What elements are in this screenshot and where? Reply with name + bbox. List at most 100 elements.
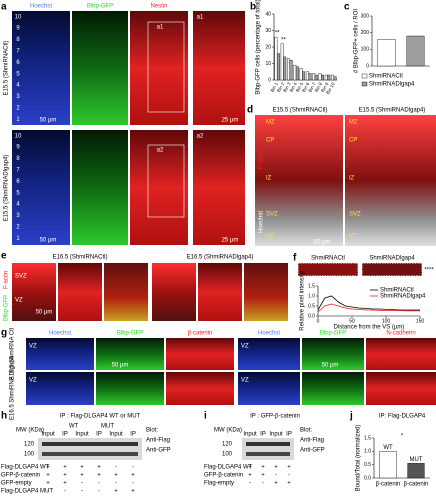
label: 7 <box>16 48 20 54</box>
bar <box>406 35 425 67</box>
label: 120 <box>222 442 233 448</box>
label: Hoechst <box>259 211 265 233</box>
label: Flag-DLGAP4 WT <box>1 465 50 471</box>
label: + <box>63 473 67 479</box>
y-tick-label: 0 <box>268 77 271 83</box>
label: 4 <box>16 83 20 89</box>
image <box>193 11 245 125</box>
label: IP : GFP-β-catenin <box>250 414 300 420</box>
label: ** <box>281 37 286 43</box>
image <box>152 263 196 321</box>
label: ShmiRNADlgap4 <box>369 82 415 88</box>
label: 9 <box>16 145 20 151</box>
label: VZ <box>29 344 37 350</box>
label: Nestin <box>150 4 167 10</box>
image <box>26 372 94 405</box>
bar <box>280 43 284 81</box>
blot-band <box>42 442 138 446</box>
inset-box <box>147 21 185 113</box>
label: g <box>1 328 7 339</box>
micrographs <box>12 11 436 460</box>
bar <box>287 58 290 81</box>
label: - <box>115 465 117 471</box>
x-tick-label: Bin 4 <box>288 81 298 93</box>
image <box>366 372 436 405</box>
label: e <box>1 251 7 262</box>
label: Anti-GFP <box>300 448 325 454</box>
label: VZ <box>241 378 249 384</box>
label: - <box>132 481 134 487</box>
label: + <box>261 465 265 471</box>
label: Blbp-GFP <box>87 4 113 10</box>
legend-swatch <box>361 81 368 87</box>
label: + <box>274 481 278 487</box>
blot-band <box>42 452 138 456</box>
label: Relative pixel intensity <box>300 271 306 330</box>
label: **** <box>424 268 434 274</box>
label: Bound/Total (normalized) <box>356 425 362 492</box>
label: F-actin <box>4 271 10 289</box>
label: + <box>80 465 84 471</box>
label: - <box>249 481 251 487</box>
bar <box>377 39 396 67</box>
label: MUT <box>410 457 423 463</box>
label: Blbp-GFP <box>4 295 10 321</box>
label: + <box>287 465 291 471</box>
image <box>255 115 343 246</box>
label: f <box>293 253 297 264</box>
bar <box>289 60 293 81</box>
y-tick-label: 100 <box>361 47 370 53</box>
image <box>297 262 359 277</box>
bar <box>333 76 337 81</box>
label: MZ <box>349 120 358 126</box>
label: - <box>81 489 83 495</box>
label: IP <box>96 432 102 438</box>
label: * <box>401 434 404 440</box>
image <box>12 130 70 245</box>
label: 9 <box>16 26 20 32</box>
label: Input <box>41 432 55 438</box>
label: E16.5 (ShmiRNADlgap4) <box>187 255 254 261</box>
label: + <box>131 489 135 495</box>
bar <box>305 71 309 81</box>
image <box>12 263 56 321</box>
label: + <box>46 465 50 471</box>
label: ShmiRNACtl <box>369 74 403 80</box>
y-tick-label: 300 <box>361 13 370 19</box>
label: SVZ <box>15 274 27 280</box>
label: Flag-DLGAP4 MUT <box>1 489 53 495</box>
label: GFP-β-catenin <box>204 473 243 479</box>
bar <box>324 74 328 81</box>
label: MUT <box>101 424 114 430</box>
label: GFP-empty <box>1 481 32 487</box>
label: 50 µm <box>40 118 57 124</box>
label: E15.5 (ShmiRNADlgap4) <box>4 155 10 222</box>
label: + <box>63 465 67 471</box>
label: 4 <box>16 202 20 208</box>
label: MW (KDa) <box>16 428 44 434</box>
bar <box>327 74 331 81</box>
label: E16.5 ShmiRNA Dlgap4 <box>10 355 16 420</box>
image <box>58 263 102 321</box>
label: 1 <box>16 117 20 123</box>
label: 5 <box>16 190 20 196</box>
bar <box>379 451 397 479</box>
label: IP <box>130 432 136 438</box>
label: a <box>1 2 7 13</box>
label: ShmiRNADlgap4 <box>380 294 426 300</box>
label: 8 <box>16 37 20 43</box>
label: ShmiRNACtl <box>311 256 345 262</box>
label: F-actin <box>259 151 265 169</box>
label: Input <box>269 432 283 438</box>
bar <box>295 66 299 81</box>
label: 2 <box>16 224 20 230</box>
label: 6 <box>16 60 20 66</box>
label: Blbp-GFP cells (percentage of total) <box>256 0 262 95</box>
label: + <box>114 489 118 495</box>
label: - <box>132 465 134 471</box>
bar <box>407 463 425 479</box>
label: N-cadherin <box>386 331 415 337</box>
label: SVZ <box>349 212 361 218</box>
inset-box <box>147 144 185 218</box>
